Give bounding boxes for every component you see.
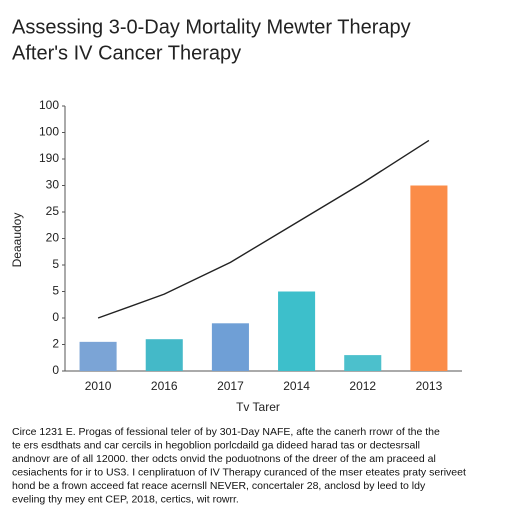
bar	[344, 355, 382, 371]
y-tick-label: 25	[46, 204, 60, 218]
caption-line: eveling thy mey ent CEP, 2018, certics, …	[12, 493, 239, 505]
caption-line: hond be a frown acceed fat reace acernsl…	[12, 480, 426, 492]
y-tick-label: 100	[39, 98, 59, 112]
bar	[278, 291, 316, 371]
y-tick-label: 190	[39, 151, 59, 165]
y-tick-label: 2	[52, 337, 59, 351]
caption-line: andnovr are of all 12000. ther odcts onv…	[12, 453, 436, 465]
x-tick-label: 2014	[283, 379, 310, 393]
y-axis-label: Deaaudoy	[10, 213, 24, 268]
bar	[410, 185, 448, 371]
caption-line: Circe 1231 E. Progas of fessional teler …	[12, 426, 440, 438]
x-tick-label: 2016	[151, 379, 178, 393]
bar	[211, 323, 249, 371]
y-tick-label: 5	[52, 284, 59, 298]
chart-title: Assessing 3-0-Day Mortality Mewter Thera…	[12, 16, 411, 38]
x-tick-label: 2010	[85, 379, 112, 393]
chart-subtitle: After's IV Cancer Therapy	[12, 42, 241, 64]
x-axis-label: Tv Tarer	[236, 400, 280, 414]
y-tick-label: 5	[52, 257, 59, 271]
y-tick-label: 0	[52, 310, 59, 324]
bar	[145, 339, 183, 371]
caption-line: te ers esdthats and car cercils in hegob…	[12, 439, 420, 451]
x-tick-label: 2012	[349, 379, 376, 393]
bar	[79, 341, 117, 371]
caption-line: cesiachents for ir to US3. I cenpliratuo…	[12, 466, 466, 478]
x-tick-label: 2017	[217, 379, 244, 393]
y-tick-label: 20	[46, 231, 60, 245]
line	[97, 139, 430, 319]
y-tick-label: 30	[46, 178, 60, 192]
y-tick-label: 0	[52, 363, 59, 377]
x-tick-label: 2013	[416, 379, 443, 393]
y-tick-label: 100	[39, 125, 59, 139]
